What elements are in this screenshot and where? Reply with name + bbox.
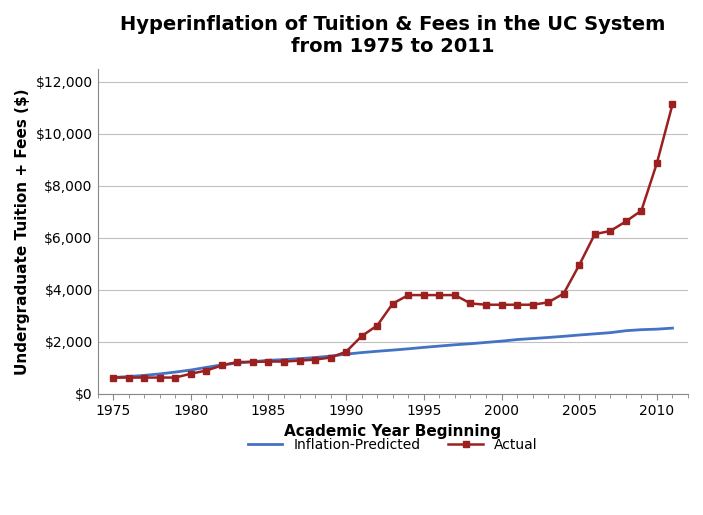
Actual xyxy=(249,359,257,365)
Inflation-Predicted xyxy=(280,356,288,363)
Inflation-Predicted xyxy=(591,331,599,337)
Inflation-Predicted xyxy=(497,338,505,344)
Inflation-Predicted xyxy=(109,374,117,381)
Inflation-Predicted xyxy=(513,336,522,342)
Actual xyxy=(591,231,599,237)
Inflation-Predicted xyxy=(420,345,428,351)
Line: Inflation-Predicted: Inflation-Predicted xyxy=(113,328,673,377)
Actual xyxy=(218,363,226,369)
Legend: Inflation-Predicted, Actual: Inflation-Predicted, Actual xyxy=(240,431,545,458)
Inflation-Predicted xyxy=(669,325,677,331)
X-axis label: Academic Year Beginning: Academic Year Beginning xyxy=(284,424,501,439)
Actual xyxy=(451,292,459,298)
Actual xyxy=(155,374,164,381)
Actual xyxy=(311,356,319,363)
Inflation-Predicted xyxy=(186,367,195,373)
Inflation-Predicted xyxy=(606,330,614,336)
Inflation-Predicted xyxy=(249,358,257,365)
Inflation-Predicted xyxy=(342,351,350,357)
Actual xyxy=(637,208,645,214)
Actual xyxy=(560,290,568,297)
Inflation-Predicted xyxy=(358,350,366,356)
Inflation-Predicted xyxy=(637,327,645,333)
Actual xyxy=(140,374,148,381)
Inflation-Predicted xyxy=(404,346,413,352)
Inflation-Predicted xyxy=(264,357,273,364)
Actual xyxy=(669,101,677,108)
Title: Hyperinflation of Tuition & Fees in the UC System
from 1975 to 2011: Hyperinflation of Tuition & Fees in the … xyxy=(120,15,666,56)
Inflation-Predicted xyxy=(466,340,475,347)
Inflation-Predicted xyxy=(652,326,661,332)
Inflation-Predicted xyxy=(155,371,164,377)
Inflation-Predicted xyxy=(233,360,242,366)
Actual xyxy=(497,302,505,308)
Inflation-Predicted xyxy=(171,369,179,375)
Actual xyxy=(109,374,117,381)
Inflation-Predicted xyxy=(326,353,335,359)
Actual xyxy=(575,262,583,268)
Actual xyxy=(389,300,397,306)
Inflation-Predicted xyxy=(202,364,210,370)
Inflation-Predicted xyxy=(560,333,568,339)
Actual xyxy=(295,357,304,364)
Actual xyxy=(326,354,335,360)
Inflation-Predicted xyxy=(124,373,133,380)
Actual xyxy=(606,228,614,234)
Inflation-Predicted xyxy=(435,343,444,349)
Inflation-Predicted xyxy=(311,354,319,360)
Actual xyxy=(264,358,273,365)
Actual xyxy=(435,292,444,298)
Actual xyxy=(186,371,195,377)
Actual xyxy=(420,292,428,298)
Actual xyxy=(280,358,288,365)
Actual xyxy=(513,302,522,308)
Actual xyxy=(171,374,179,381)
Line: Actual: Actual xyxy=(110,101,676,381)
Actual xyxy=(529,302,537,308)
Inflation-Predicted xyxy=(482,339,490,346)
Inflation-Predicted xyxy=(218,362,226,368)
Inflation-Predicted xyxy=(529,335,537,341)
Actual xyxy=(621,218,630,225)
Actual xyxy=(404,292,413,298)
Actual xyxy=(202,367,210,373)
Inflation-Predicted xyxy=(140,372,148,379)
Actual xyxy=(544,299,553,305)
Actual xyxy=(358,333,366,339)
Inflation-Predicted xyxy=(373,348,382,354)
Actual xyxy=(373,322,382,329)
Inflation-Predicted xyxy=(621,328,630,334)
Actual xyxy=(652,160,661,166)
Inflation-Predicted xyxy=(295,355,304,362)
Actual xyxy=(342,349,350,355)
Y-axis label: Undergraduate Tuition + Fees ($): Undergraduate Tuition + Fees ($) xyxy=(15,88,30,374)
Actual xyxy=(482,302,490,308)
Inflation-Predicted xyxy=(389,347,397,353)
Inflation-Predicted xyxy=(544,334,553,340)
Actual xyxy=(124,374,133,381)
Inflation-Predicted xyxy=(451,341,459,348)
Actual xyxy=(233,359,242,365)
Actual xyxy=(466,300,475,306)
Inflation-Predicted xyxy=(575,332,583,338)
